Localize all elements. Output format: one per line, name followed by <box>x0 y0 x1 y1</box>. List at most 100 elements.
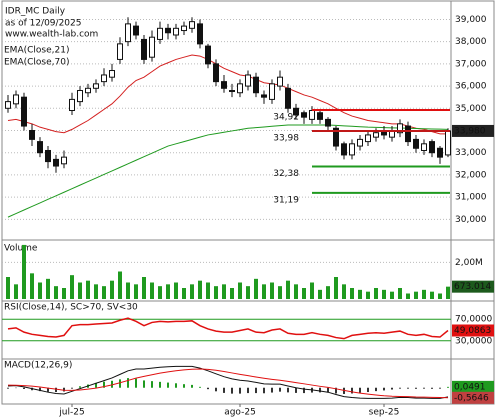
candle-body <box>93 83 99 89</box>
x-tick-label: sep-25 <box>369 408 400 418</box>
candle-body <box>77 90 83 103</box>
candle-body <box>429 141 435 154</box>
volume-bar <box>446 286 450 299</box>
volume-bar <box>30 273 34 299</box>
ema-line <box>7 124 449 218</box>
volume-bar <box>294 284 298 299</box>
chart-title: IDR_MC Daily <box>5 7 66 17</box>
candle-body <box>309 110 315 120</box>
panel-title: Volume <box>4 244 38 254</box>
macd-hist <box>391 387 393 390</box>
candle-body <box>125 23 131 43</box>
candle-body <box>397 123 403 134</box>
macd-hist <box>359 387 361 393</box>
macd-hist <box>135 378 137 388</box>
ema-line <box>7 54 448 135</box>
panel-title: MACD(12,26,9) <box>4 361 72 371</box>
candle-body <box>37 141 43 154</box>
macd-hist <box>55 387 57 393</box>
candle-body <box>189 21 195 29</box>
volume-bar <box>102 286 106 299</box>
macd-hist <box>175 383 177 388</box>
candle-body <box>405 125 411 143</box>
candle-body <box>269 83 275 100</box>
volume-bar <box>438 293 442 299</box>
macd-hist <box>439 387 441 389</box>
candle-body <box>109 70 115 78</box>
macd-hist <box>351 387 353 394</box>
macd-hist <box>95 382 97 388</box>
volume-bar <box>126 282 130 299</box>
macd-hist <box>183 384 185 388</box>
volume-bar <box>278 286 282 299</box>
level-label: 32,38 <box>273 169 299 179</box>
candle-body <box>221 81 227 89</box>
y-tick-label: 37,000 <box>455 59 487 69</box>
volume-bar <box>94 284 98 299</box>
candle-body <box>45 149 51 163</box>
macd-hist <box>239 387 241 394</box>
candle-body <box>53 158 59 167</box>
candle-body <box>213 63 219 83</box>
candle-body <box>285 87 291 109</box>
volume-bar <box>54 286 58 299</box>
volume-bar <box>302 288 306 299</box>
volume-bar <box>214 286 218 299</box>
x-tick-label: jul-25 <box>58 408 84 418</box>
macd-hist <box>127 378 129 388</box>
macd-hist <box>303 387 305 394</box>
volume-bar <box>198 280 202 299</box>
last-value-box <box>452 280 494 293</box>
candle-body <box>301 112 307 118</box>
level-label: 31,19 <box>273 195 299 205</box>
candle-body <box>237 83 243 94</box>
macd-hist <box>423 387 425 389</box>
volume-bar <box>358 289 362 299</box>
macd-hist <box>71 387 73 389</box>
level-label: 34,92 <box>273 113 299 123</box>
macd-hist <box>375 387 377 392</box>
last-value-box <box>452 380 494 393</box>
candle-body <box>373 132 379 138</box>
macd-hist <box>119 379 121 388</box>
macd-hist <box>287 387 289 393</box>
volume-bar <box>86 280 90 299</box>
y-tick-label: 33,000 <box>455 148 487 158</box>
candle-body <box>101 74 107 83</box>
volume-bar <box>222 284 226 299</box>
level-label: 33,98 <box>273 133 299 143</box>
volume-bar <box>262 284 266 299</box>
volume-bar <box>414 291 418 299</box>
legend-entry: EMA(Close,21) <box>4 46 69 56</box>
macd-hist <box>367 387 369 393</box>
y-tick-label: 2,00M <box>455 258 483 268</box>
candle-body <box>181 25 187 32</box>
macd-hist <box>319 387 321 393</box>
volume-bar <box>398 288 402 299</box>
last-value-label: 49,0863 <box>454 326 491 336</box>
macd-hist <box>255 387 257 394</box>
candle-body <box>253 76 259 94</box>
volume-bar <box>374 288 378 299</box>
volume-bar <box>134 284 138 299</box>
volume-bar <box>166 284 170 299</box>
candle-body <box>173 27 179 36</box>
macd-hist <box>335 387 337 394</box>
candle-body <box>229 90 235 93</box>
candle-body <box>69 98 75 112</box>
candle-body <box>437 147 443 158</box>
volume-bar <box>318 289 322 299</box>
volume-bar <box>342 284 346 299</box>
candle-body <box>133 25 139 36</box>
candle-body <box>341 143 347 156</box>
rsi-line <box>7 317 449 340</box>
volume-bar <box>158 286 162 299</box>
volume-bar <box>22 244 26 299</box>
candle-body <box>365 134 371 143</box>
macd-hist <box>223 387 225 393</box>
macd-hist <box>207 387 209 390</box>
legend-entry: EMA(Close,70) <box>4 58 69 68</box>
candle-body <box>357 138 363 147</box>
signal-line <box>7 368 449 399</box>
